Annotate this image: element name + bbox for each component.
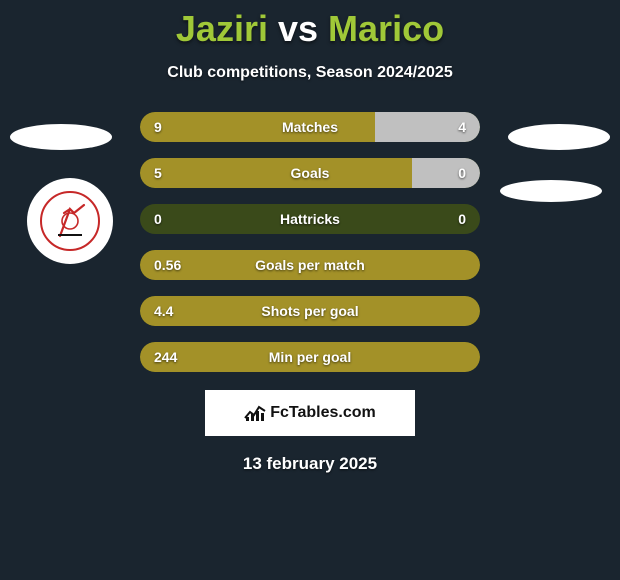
player1-flag-ellipse [10,124,112,150]
stat-label: Goals per match [140,250,480,280]
stat-row: 5Goals0 [140,158,480,188]
player1-name: Jaziri [176,8,268,49]
player2-flag-ellipse [508,124,610,150]
stat-row: 0Hattricks0 [140,204,480,234]
stat-row: 0.56Goals per match [140,250,480,280]
stat-value-right: 4 [458,112,466,142]
stat-value-right: 0 [458,158,466,188]
page-title: Jaziri vs Marico [0,0,620,50]
footer-date: 13 february 2025 [0,454,620,474]
stat-label: Goals [140,158,480,188]
stat-row: 244Min per goal [140,342,480,372]
stat-row: 4.4Shots per goal [140,296,480,326]
stat-rows: 9Matches45Goals00Hattricks00.56Goals per… [140,112,480,372]
club-crest-icon [40,191,100,251]
stat-value-right: 0 [458,204,466,234]
stat-label: Matches [140,112,480,142]
brand-logo[interactable]: FcTables.com [205,390,415,436]
chart-icon [244,404,266,422]
stat-label: Min per goal [140,342,480,372]
vs-text: vs [278,8,318,49]
player2-club-ellipse [500,180,602,202]
player1-club-badge [27,178,113,264]
stat-row: 9Matches4 [140,112,480,142]
subtitle: Club competitions, Season 2024/2025 [0,64,620,82]
player2-name: Marico [328,8,444,49]
brand-text: FcTables.com [270,404,376,422]
stat-label: Shots per goal [140,296,480,326]
stat-label: Hattricks [140,204,480,234]
